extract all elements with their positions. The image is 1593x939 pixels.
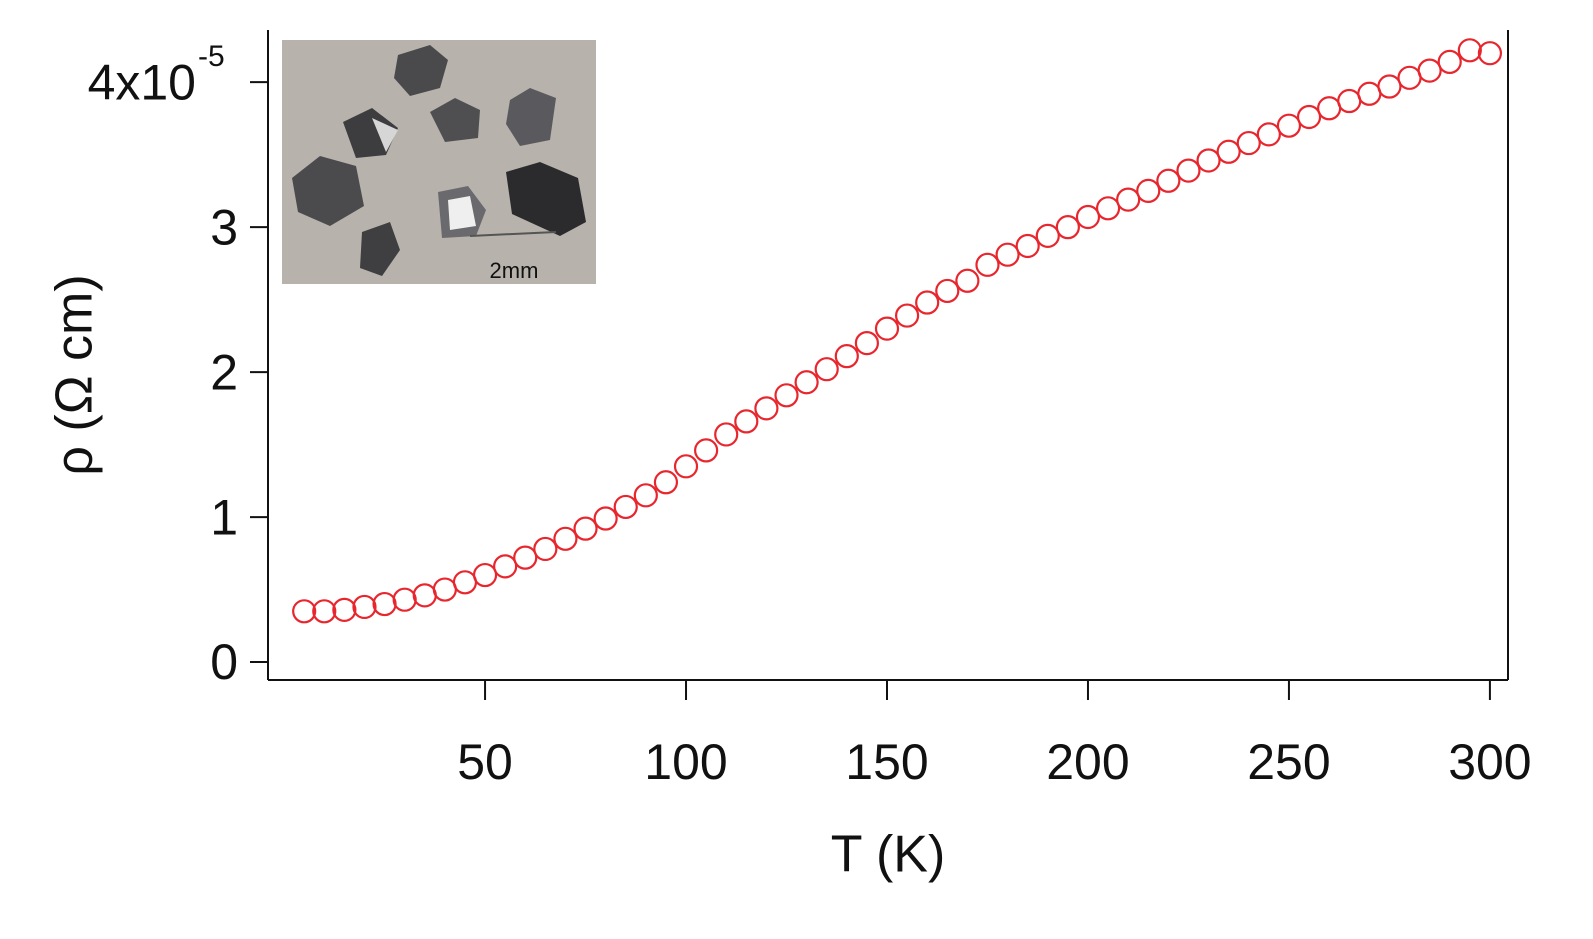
data-point — [1457, 38, 1482, 63]
data-point — [1116, 187, 1141, 212]
x-tick-label: 300 — [1448, 734, 1531, 790]
data-point — [754, 396, 779, 421]
data-point — [694, 438, 719, 463]
data-point — [553, 526, 578, 551]
data-point — [1136, 178, 1161, 204]
data-point — [633, 483, 658, 508]
data-point — [1176, 158, 1201, 183]
data-point — [573, 516, 598, 541]
data-point — [392, 587, 417, 612]
x-tick-label: 50 — [457, 734, 513, 790]
data-point — [1317, 96, 1342, 121]
data-point — [854, 331, 879, 356]
data-point — [372, 591, 397, 617]
data-point — [332, 597, 357, 622]
y-axis-label: ρ (Ω cm) — [46, 274, 104, 475]
data-point — [935, 278, 960, 304]
data-point — [1156, 168, 1181, 193]
y-tick-label: 2 — [210, 344, 238, 400]
data-point — [513, 545, 538, 570]
x-tick-label: 200 — [1046, 734, 1129, 790]
data-point — [1075, 204, 1101, 230]
data-point — [1417, 58, 1442, 83]
data-point — [774, 383, 799, 408]
y-tick-label: 1 — [210, 489, 238, 545]
data-point — [1296, 104, 1322, 130]
data-point — [452, 570, 478, 595]
data-point — [312, 599, 337, 624]
data-point — [794, 370, 819, 395]
data-point — [814, 357, 839, 382]
data-point — [472, 562, 498, 588]
data-point — [493, 554, 518, 579]
data-point — [955, 268, 980, 293]
data-point — [593, 506, 618, 531]
data-point — [432, 577, 457, 602]
data-point — [834, 344, 859, 369]
data-point — [1477, 41, 1503, 66]
data-point — [734, 409, 759, 434]
data-point — [1437, 49, 1462, 74]
data-point — [1276, 113, 1302, 138]
data-point — [874, 316, 900, 341]
data-point — [1256, 122, 1281, 147]
data-point — [1015, 233, 1040, 259]
data-point — [613, 494, 638, 520]
inset-label: 2mm — [490, 258, 539, 283]
data-point — [292, 599, 317, 624]
y-tick-label: 0 — [210, 634, 238, 690]
y-tick-label: 3 — [210, 199, 238, 255]
data-point — [1236, 130, 1261, 156]
data-point — [352, 594, 377, 620]
data-point — [995, 242, 1020, 267]
x-tick-label: 150 — [845, 734, 928, 790]
data-point — [1397, 65, 1422, 90]
data-point — [1196, 148, 1221, 173]
inset-photo: 2mm — [282, 40, 596, 284]
data-point — [1357, 81, 1382, 106]
data-point — [1035, 223, 1060, 248]
data-point — [975, 252, 1000, 277]
data-point — [915, 290, 940, 315]
x-axis-label: T (K) — [831, 826, 946, 884]
x-tick-label: 100 — [644, 734, 727, 790]
data-point — [1337, 88, 1362, 114]
data-point — [412, 583, 437, 608]
x-tick-label: 250 — [1247, 734, 1330, 790]
y-tick-exponent: -5 — [198, 40, 225, 73]
data-point — [1377, 74, 1402, 99]
y-tick-label: 4x10 — [88, 54, 196, 110]
data-point — [673, 454, 699, 479]
data-point — [1216, 139, 1241, 164]
data-point — [653, 470, 679, 495]
data-point — [533, 536, 558, 562]
data-point — [1055, 215, 1080, 240]
data-point — [894, 303, 920, 328]
data-point — [714, 422, 739, 447]
data-point — [1095, 196, 1121, 221]
